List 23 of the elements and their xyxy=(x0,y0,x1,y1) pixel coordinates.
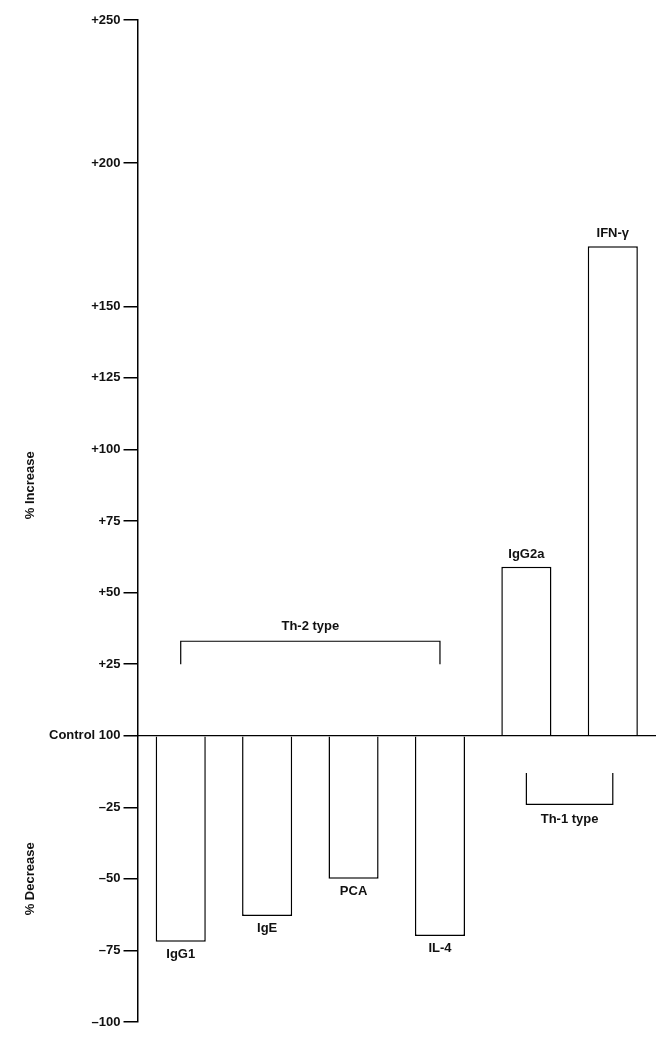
x-tick-label: IgG1 xyxy=(166,945,196,961)
y-axis-title: % Increase xyxy=(21,451,37,520)
x-tick-label: PCA xyxy=(339,882,368,898)
x-tick-label: IL-4 xyxy=(428,940,453,956)
x-tick-label: IgE xyxy=(257,920,278,936)
y-tick-label: –100 xyxy=(91,1013,121,1029)
y-tick-label: +25 xyxy=(98,655,121,671)
y-tick-label: +75 xyxy=(98,512,121,528)
y-tick-label: +50 xyxy=(98,584,121,600)
y-tick-label: –75 xyxy=(98,942,121,958)
y-tick-label: +250 xyxy=(91,11,121,27)
x-tick-label: IFN-γ xyxy=(596,225,630,241)
annotation: Th-1 type xyxy=(540,811,599,827)
y-tick-label: –25 xyxy=(98,798,121,814)
y-tick-label: Control 100 xyxy=(49,727,121,743)
y-tick-label: +100 xyxy=(91,441,121,457)
y-tick-label: +200 xyxy=(91,154,121,170)
text: % Decrease xyxy=(21,842,37,916)
y-tick-label: +150 xyxy=(91,297,121,313)
y-tick-label: –50 xyxy=(98,870,121,886)
y-tick-label: +125 xyxy=(91,369,121,385)
x-tick-label: IgG2a xyxy=(508,545,546,561)
annotation: Th-2 type xyxy=(281,617,340,633)
